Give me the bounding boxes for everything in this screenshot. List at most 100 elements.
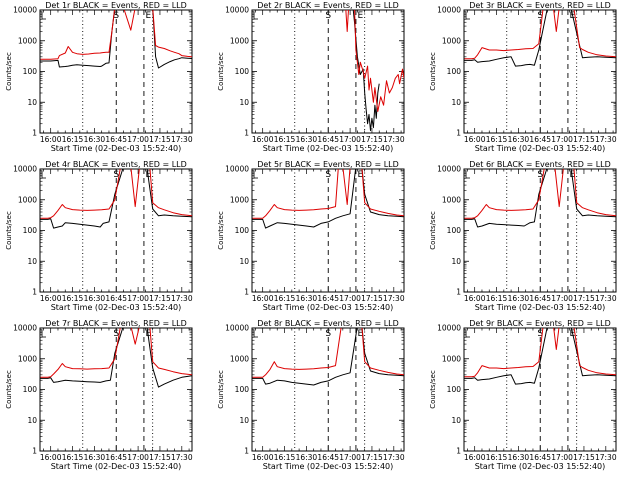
y-tick-label: 1 <box>32 129 37 138</box>
series-events-line <box>40 10 192 69</box>
x-tick-label: 16:45 <box>317 135 339 144</box>
marker-label: S <box>325 11 331 21</box>
x-axis-label: Start Time (02-Dec-03 15:52:40) <box>51 462 182 471</box>
x-tick-label: 16:30 <box>84 294 106 303</box>
series-lld-line <box>252 328 404 378</box>
series-lld-line <box>40 169 192 219</box>
x-tick-label: 17:00 <box>127 135 149 144</box>
panel-det-9: Det 9r BLACK = Events, RED = LLD 1 10 100 10… <box>429 319 617 471</box>
y-tick-label: 10 <box>27 257 37 266</box>
y-tick-label: 100 <box>447 226 462 235</box>
panel-title: Det 2r BLACK = Events, RED = LLD <box>257 1 399 10</box>
series-events-line <box>40 328 192 388</box>
y-tick-label: 100 <box>235 226 250 235</box>
y-axis-label: Counts/sec <box>5 211 13 250</box>
y-tick-label: 1000 <box>230 36 249 45</box>
y-axis-label: Counts/sec <box>217 370 225 409</box>
y-tick-label: 1000 <box>230 195 249 204</box>
series-group <box>252 328 404 386</box>
y-tick-label: 10000 <box>437 324 461 333</box>
y-tick-label: 10000 <box>13 324 37 333</box>
panel-det-6: Det 6r BLACK = Events, RED = LLD 1 10 100 10… <box>429 160 617 312</box>
marker-label: E <box>357 329 363 339</box>
y-tick-label: 10 <box>451 98 461 107</box>
series-group <box>464 328 616 385</box>
x-tick-label: 16:30 <box>296 294 318 303</box>
x-axis-label: Start Time (02-Dec-03 15:52:40) <box>51 144 182 153</box>
y-axis-label: Counts/sec <box>429 52 437 91</box>
x-tick-label: 16:15 <box>62 453 84 462</box>
marker-label: S <box>113 170 119 180</box>
marker-label: S <box>325 329 331 339</box>
series-lld-line <box>40 328 192 378</box>
x-axis-label: Start Time (02-Dec-03 15:52:40) <box>475 303 606 312</box>
x-tick-label: 17:15 <box>361 135 383 144</box>
panel-det-8: Det 8r BLACK = Events, RED = LLD 1 10 100 10… <box>217 319 405 471</box>
y-tick-label: 10000 <box>225 324 249 333</box>
series-events-line <box>352 10 380 132</box>
x-tick-label: 17:30 <box>383 294 405 303</box>
y-tick-label: 10000 <box>13 6 37 15</box>
x-tick-label: 16:00 <box>252 135 274 144</box>
y-tick-label: 1000 <box>442 36 461 45</box>
y-tick-label: 100 <box>447 67 462 76</box>
series-lld-line <box>464 328 616 378</box>
y-tick-label: 1 <box>456 288 461 297</box>
marker-label: S <box>537 329 543 339</box>
y-axis-label: Counts/sec <box>217 52 225 91</box>
marker-label: S <box>113 329 119 339</box>
x-tick-label: 17:30 <box>171 453 193 462</box>
x-tick-label: 16:30 <box>508 135 530 144</box>
panel-title: Det 8r BLACK = Events, RED = LLD <box>257 319 399 328</box>
y-tick-label: 10000 <box>13 165 37 174</box>
series-group <box>40 169 192 229</box>
y-tick-label: 100 <box>235 385 250 394</box>
marker-label: E <box>357 11 363 21</box>
series-events-line <box>464 328 616 385</box>
series-group <box>464 10 616 67</box>
y-tick-label: 10000 <box>437 165 461 174</box>
x-tick-label: 16:45 <box>317 294 339 303</box>
y-tick-label: 1 <box>32 447 37 456</box>
y-tick-label: 1 <box>456 447 461 456</box>
panel-det-4: Det 4r BLACK = Events, RED = LLD 1 10 100 10… <box>5 160 193 312</box>
x-tick-label: 17:30 <box>595 294 617 303</box>
series-lld-line <box>252 169 404 219</box>
panel-title: Det 7r BLACK = Events, RED = LLD <box>45 319 187 328</box>
panel-title: Det 5r BLACK = Events, RED = LLD <box>257 160 399 169</box>
series-events-line <box>464 169 616 228</box>
x-tick-label: 17:00 <box>339 294 361 303</box>
x-tick-label: 17:15 <box>573 294 595 303</box>
x-tick-label: 16:30 <box>508 453 530 462</box>
x-tick-label: 16:00 <box>252 294 274 303</box>
x-tick-label: 16:45 <box>105 294 127 303</box>
series-group <box>40 328 192 388</box>
y-tick-label: 10000 <box>225 6 249 15</box>
x-tick-label: 16:15 <box>62 135 84 144</box>
panel-title: Det 1r BLACK = Events, RED = LLD <box>45 1 187 10</box>
y-axis-label: Counts/sec <box>217 211 225 250</box>
x-axis-label: Start Time (02-Dec-03 15:52:40) <box>475 462 606 471</box>
series-events-line <box>252 169 404 229</box>
x-tick-label: 16:00 <box>40 453 62 462</box>
series-group <box>464 169 616 228</box>
y-tick-label: 1000 <box>18 354 37 363</box>
series-lld-line <box>345 10 404 112</box>
x-tick-label: 16:30 <box>84 453 106 462</box>
x-tick-label: 16:45 <box>529 453 551 462</box>
x-tick-label: 17:00 <box>339 453 361 462</box>
x-tick-label: 17:00 <box>339 135 361 144</box>
y-tick-label: 10 <box>27 98 37 107</box>
y-tick-label: 1 <box>32 288 37 297</box>
panel-title: Det 3r BLACK = Events, RED = LLD <box>469 1 611 10</box>
panel-det-5: Det 5r BLACK = Events, RED = LLD 1 10 100 10… <box>217 160 405 312</box>
x-tick-label: 17:00 <box>127 294 149 303</box>
panel-det-3: Det 3r BLACK = Events, RED = LLD 1 10 100 10… <box>429 1 617 153</box>
x-tick-label: 16:00 <box>40 135 62 144</box>
y-tick-label: 1 <box>244 129 249 138</box>
y-tick-label: 1000 <box>18 195 37 204</box>
x-tick-label: 16:45 <box>317 453 339 462</box>
panel-det-1: Det 1r BLACK = Events, RED = LLD 1 10 100 10… <box>5 1 193 153</box>
x-tick-label: 16:15 <box>486 135 508 144</box>
